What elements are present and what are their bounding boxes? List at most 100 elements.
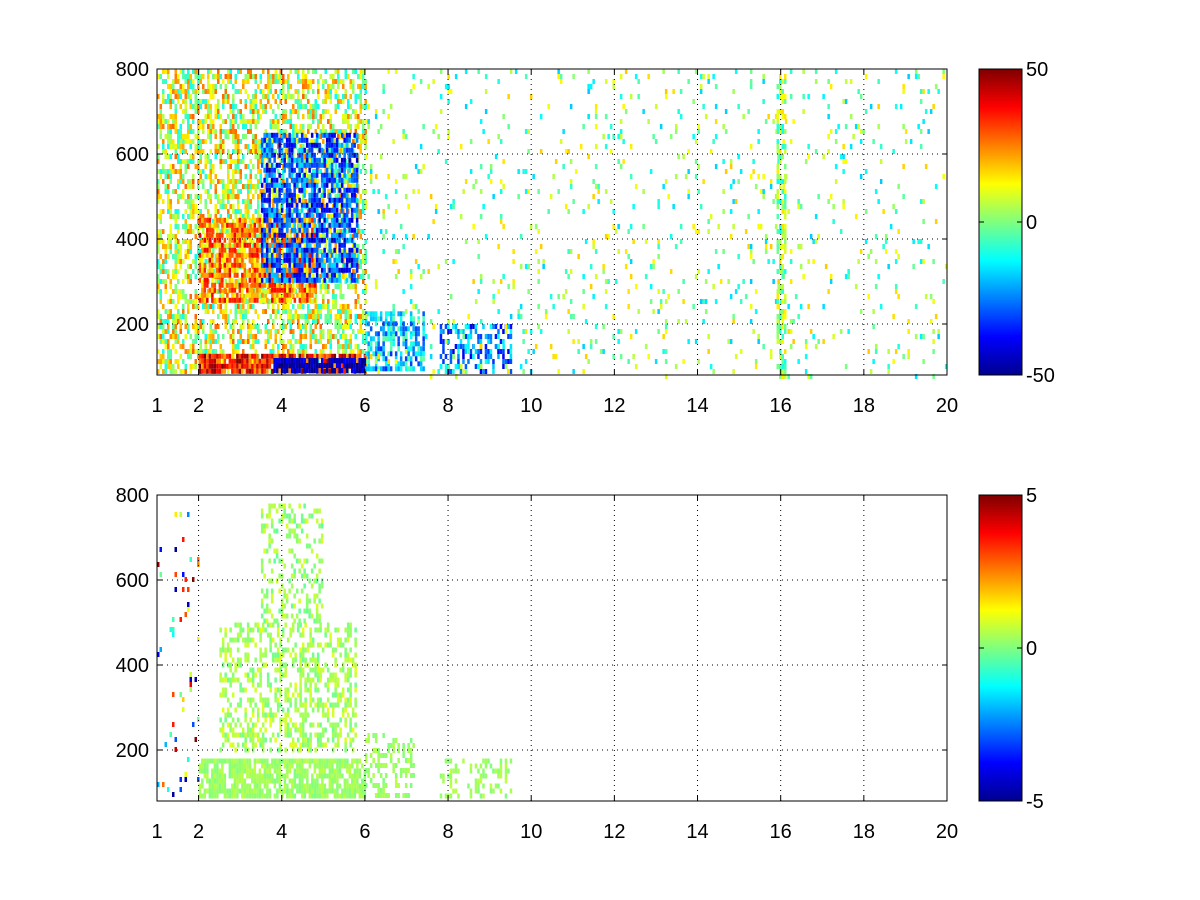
heatmap-cell (269, 299, 272, 304)
heatmap-cell (274, 79, 277, 84)
heatmap-cell (298, 227, 301, 233)
heatmap-cell (310, 368, 314, 373)
heatmap-cell (179, 169, 182, 174)
heatmap-cell (349, 174, 352, 179)
heatmap-cell (232, 219, 235, 224)
heatmap-cell (293, 272, 296, 278)
heatmap-cell (174, 189, 177, 194)
heatmap-cell (201, 257, 204, 263)
heatmap-cell (201, 267, 204, 273)
heatmap-cell (194, 299, 197, 304)
heatmap-cell (187, 309, 190, 314)
heatmap-cell (172, 89, 175, 94)
heatmap-cell (201, 297, 204, 303)
heatmap-cell (317, 339, 320, 344)
heatmap-cell (414, 331, 418, 337)
heatmap-cell (291, 262, 294, 268)
heatmap-cell (199, 174, 202, 179)
heatmap-cell (289, 319, 292, 324)
heatmap-cell (206, 232, 209, 238)
heatmap-cell (269, 79, 272, 84)
heatmap-cell (359, 314, 362, 319)
heatmap-cell (310, 157, 314, 163)
heatmap-cell (320, 212, 324, 218)
heatmap-cell (282, 164, 285, 169)
heatmap-cell (404, 334, 408, 339)
heatmap-cell (222, 349, 225, 354)
heatmap-cell (182, 369, 185, 374)
heatmap-cell (167, 144, 170, 149)
heatmap-cell (382, 346, 385, 352)
heatmap-cell (310, 172, 314, 178)
heatmap-cell (335, 137, 339, 143)
heatmap-cell (257, 339, 260, 344)
heatmap-cell (350, 142, 354, 148)
heatmap-cell (314, 109, 317, 114)
heatmap-cell (209, 214, 212, 219)
heatmap-cell (277, 94, 280, 99)
heatmap-cell (252, 119, 255, 124)
heatmap-cell (355, 187, 359, 193)
heatmap-cell (266, 358, 269, 364)
heatmap-cell (298, 212, 301, 218)
heatmap-cell (348, 177, 351, 183)
heatmap-cell (262, 224, 265, 229)
heatmap-cell (218, 368, 222, 374)
heatmap-cell (263, 137, 266, 143)
heatmap-cell (216, 262, 219, 268)
heatmap-cell (202, 324, 205, 329)
heatmap-cell (345, 262, 349, 268)
heatmap-cell (279, 339, 282, 344)
heatmap-cell (253, 217, 257, 223)
heatmap-cell (509, 334, 513, 339)
heatmap-cell (222, 79, 225, 84)
heatmap-cell (319, 314, 322, 319)
heatmap-cell (349, 124, 352, 129)
heatmap-cell (268, 137, 271, 143)
heatmap-cell (159, 114, 162, 119)
heatmap-cell (319, 119, 322, 124)
heatmap-cell (397, 366, 400, 372)
heatmap-cell (333, 267, 336, 273)
heatmap-cell (197, 214, 200, 219)
heatmap-cell (214, 194, 217, 199)
heatmap-cell (397, 361, 400, 367)
heatmap-cell (273, 157, 276, 163)
heatmap-cell (270, 207, 274, 213)
heatmap-cell (350, 237, 354, 243)
heatmap-cell (355, 363, 359, 368)
heatmap-cell (349, 314, 352, 319)
heatmap-cell (345, 132, 349, 138)
heatmap-cell (332, 214, 335, 219)
heatmap-cell (201, 217, 204, 223)
heatmap-cell (261, 257, 264, 263)
heatmap-cell (251, 272, 254, 278)
heatmap-cell (409, 361, 413, 367)
heatmap-cell (259, 154, 262, 159)
heatmap-cell (251, 363, 254, 369)
heatmap-cell (283, 142, 286, 148)
heatmap-cell (278, 192, 281, 198)
heatmap-cell (206, 247, 209, 253)
heatmap-cell (362, 319, 365, 324)
heatmap-cell (184, 149, 187, 154)
heatmap-cell (224, 224, 227, 229)
heatmap-cell (237, 279, 240, 284)
heatmap-cell (338, 237, 341, 243)
heatmap-cell (288, 217, 291, 223)
heatmap-cell (404, 134, 408, 139)
heatmap-cell (214, 174, 217, 179)
heatmap-cell (211, 227, 214, 233)
heatmap-cell (314, 99, 317, 104)
heatmap-cell (207, 69, 210, 74)
heatmap-cell (289, 114, 292, 119)
heatmap-cell (318, 237, 321, 243)
heatmap-cell (229, 154, 232, 159)
heatmap-cell (198, 232, 202, 238)
heatmap-cell (157, 144, 160, 149)
heatmap-cell (252, 359, 255, 364)
heatmap-cell (295, 207, 299, 213)
heatmap-cell (292, 334, 295, 339)
heatmap-cell (269, 124, 272, 129)
heatmap-cell (283, 267, 286, 273)
